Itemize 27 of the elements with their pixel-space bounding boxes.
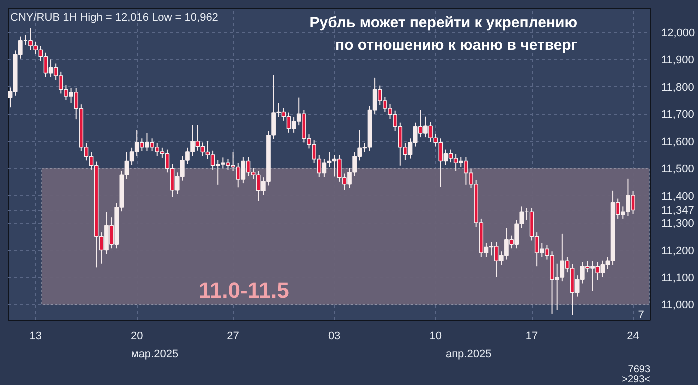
x-tick-label: 03	[328, 330, 341, 342]
y-tick-label: 11,100	[662, 272, 694, 284]
text: апр.2025	[446, 348, 492, 360]
x-tick-label: 24	[627, 330, 640, 342]
text: >293<	[622, 374, 651, 385]
y-tick-label: 11,700	[662, 109, 694, 122]
y-tick-label: 12,000	[662, 27, 696, 40]
y-tick-label: 11,500	[662, 164, 694, 176]
x-tick-label: 20	[130, 330, 144, 342]
y-tick-label: 11,000	[662, 300, 694, 312]
text: 7	[638, 310, 644, 322]
text: Рубль может перейти к укреплению по отношению к юаню в четверг	[310, 14, 578, 54]
y-tick-label: 11,200	[662, 245, 694, 258]
text: мар.2025	[131, 348, 179, 360]
x-tick-label: 27	[227, 330, 240, 342]
x-tick-label: 13	[30, 330, 42, 342]
y-tick-label: 11,600	[662, 136, 694, 148]
text: 7693	[628, 364, 651, 376]
y-tick-label: 11,900	[662, 54, 694, 67]
band-label: 11.0-11.5	[198, 278, 290, 303]
x-tick-label: 10	[430, 330, 442, 342]
chart-subtitle: CNY/RUB 1H High = 12,016 Low = 10,962	[10, 12, 218, 24]
y-tick-label: 11,300	[662, 218, 694, 230]
x-tick-label: 17	[526, 330, 538, 342]
y-tick-label: 11,800	[662, 82, 694, 94]
y-tick-label: 11,347	[662, 205, 694, 218]
y-tick-label: 11,400	[662, 190, 694, 203]
